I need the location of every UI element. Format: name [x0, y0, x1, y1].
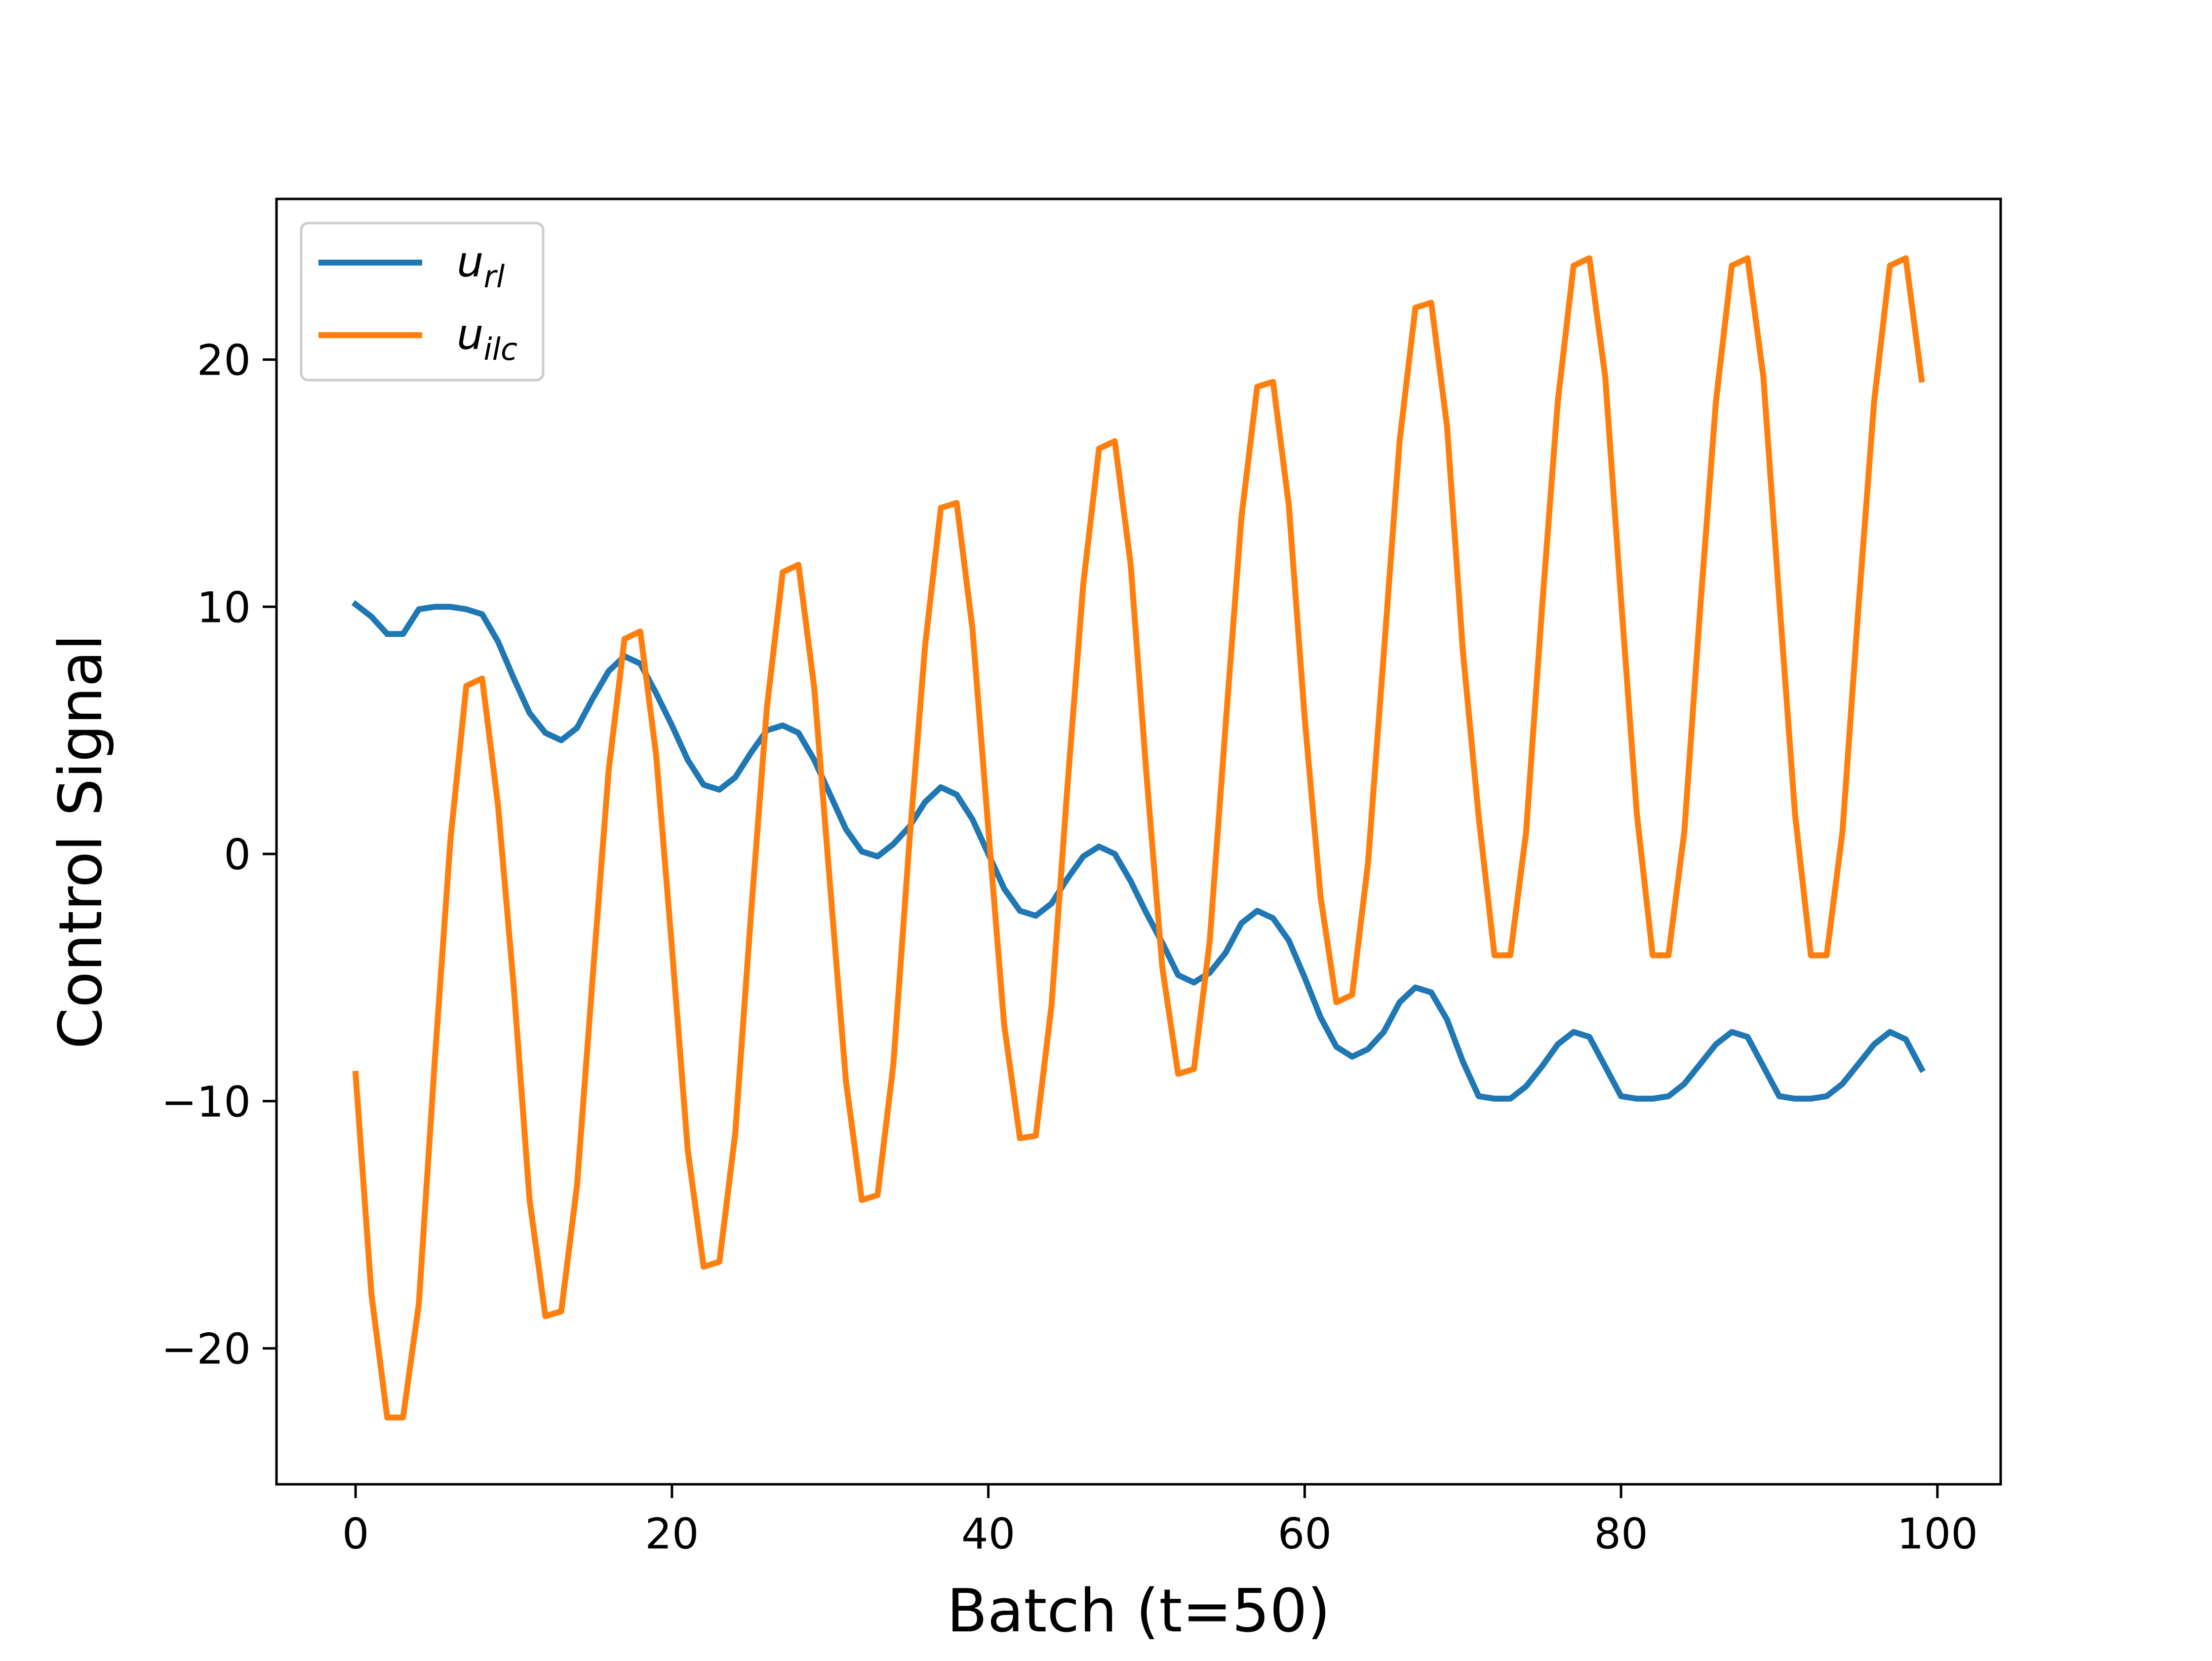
axis-ticks: 0 20 40 60 80 100 −20 −10 0 10 20	[161, 336, 1978, 1559]
y-tick-label: 20	[197, 336, 251, 386]
x-tick-label: 40	[961, 1509, 1015, 1559]
y-tick-label: −10	[161, 1078, 251, 1127]
y-tick-label: 10	[197, 583, 251, 632]
series-line-u-rl	[351, 600, 1926, 1102]
y-tick-label: 0	[224, 830, 251, 880]
legend-label-u-rl: url	[457, 237, 505, 295]
legend-label-u-ilc: uilc	[457, 310, 517, 367]
y-tick-label: −20	[161, 1325, 251, 1374]
x-axis-label: Batch (t=50)	[947, 1577, 1330, 1646]
series-line-u-ilc	[352, 255, 1925, 1421]
x-tick-label: 80	[1594, 1509, 1648, 1559]
x-tick-label: 20	[645, 1509, 699, 1559]
series-layer	[351, 255, 1926, 1421]
legend: url uilc	[300, 222, 545, 382]
x-tick-label: 60	[1278, 1509, 1332, 1559]
x-tick-label: 100	[1897, 1509, 1978, 1559]
plot-frame	[275, 197, 2002, 1486]
y-axis-label: Control Signal	[47, 634, 116, 1049]
x-tick-label: 0	[342, 1509, 369, 1559]
